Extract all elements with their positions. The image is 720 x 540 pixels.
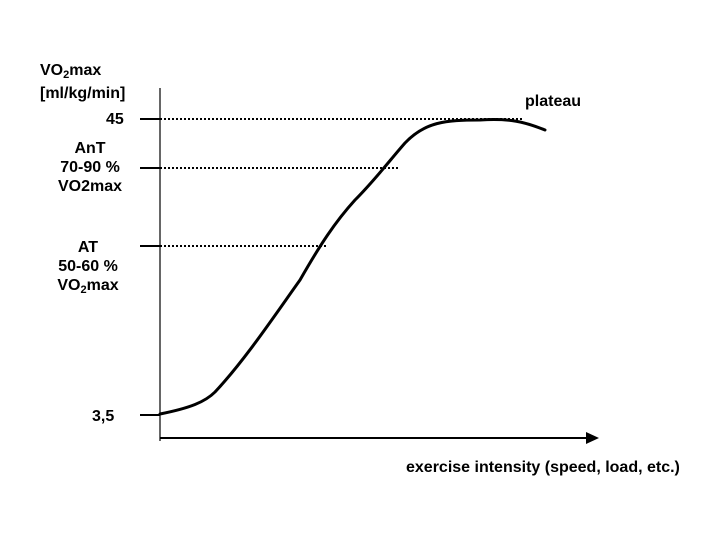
ant-label-range: 70-90 % (60, 159, 120, 176)
ant-label-vo2max: VO2max (57, 178, 123, 195)
tick-label-3-5: 3,5 (92, 408, 115, 425)
at-label-vo2max: VO2max (38, 276, 138, 296)
y-axis-title-subscript: 2 (63, 69, 70, 81)
ant-label-title: AnT (74, 140, 106, 157)
ant-label: AnT 70-90 % VO2max (40, 139, 140, 196)
at-label: AT 50-60 % VO2max (38, 238, 138, 296)
y-axis-unit: [ml/kg/min] (40, 85, 126, 102)
plateau-label: plateau (525, 93, 582, 110)
at-label-subscript: 2 (80, 284, 87, 296)
x-axis-title: exercise intensity (speed, load, etc.) (406, 459, 680, 476)
tick-label-45: 45 (106, 111, 124, 128)
at-label-vo: VO (57, 277, 81, 294)
at-label-range: 50-60 % (58, 258, 118, 275)
vo2-curve (158, 118, 547, 416)
y-axis-title: VO2max (40, 61, 102, 81)
y-axis-title-vo: VO (40, 62, 64, 79)
x-axis-arrowhead (586, 432, 599, 444)
at-label-max: max (86, 277, 119, 294)
y-axis-title-max: max (69, 62, 102, 79)
at-label-title: AT (77, 239, 99, 256)
